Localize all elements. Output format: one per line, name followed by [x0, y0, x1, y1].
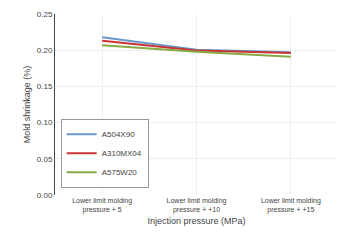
svg-text:0.25: 0.25 — [37, 10, 53, 19]
svg-text:A575W20: A575W20 — [102, 168, 138, 177]
svg-text:Lower limit moldingpressure +: Lower limit moldingpressure + +15 — [261, 197, 321, 214]
svg-text:0.05: 0.05 — [37, 155, 53, 164]
svg-text:A310MX04: A310MX04 — [102, 149, 142, 158]
svg-text:Lower limit moldingpressure +: Lower limit moldingpressure + +10 — [167, 197, 227, 214]
svg-text:Lower limit moldingpressure +: Lower limit moldingpressure + 5 — [72, 197, 132, 214]
svg-text:0.20: 0.20 — [37, 46, 53, 55]
svg-text:Injection pressure (MPa): Injection pressure (MPa) — [147, 216, 245, 226]
svg-text:Mold shrinkage (%): Mold shrinkage (%) — [22, 66, 32, 144]
svg-text:0.00: 0.00 — [37, 191, 53, 200]
svg-text:A504X90: A504X90 — [102, 130, 135, 139]
svg-text:0.15: 0.15 — [37, 82, 53, 91]
svg-text:0.10: 0.10 — [37, 118, 53, 127]
